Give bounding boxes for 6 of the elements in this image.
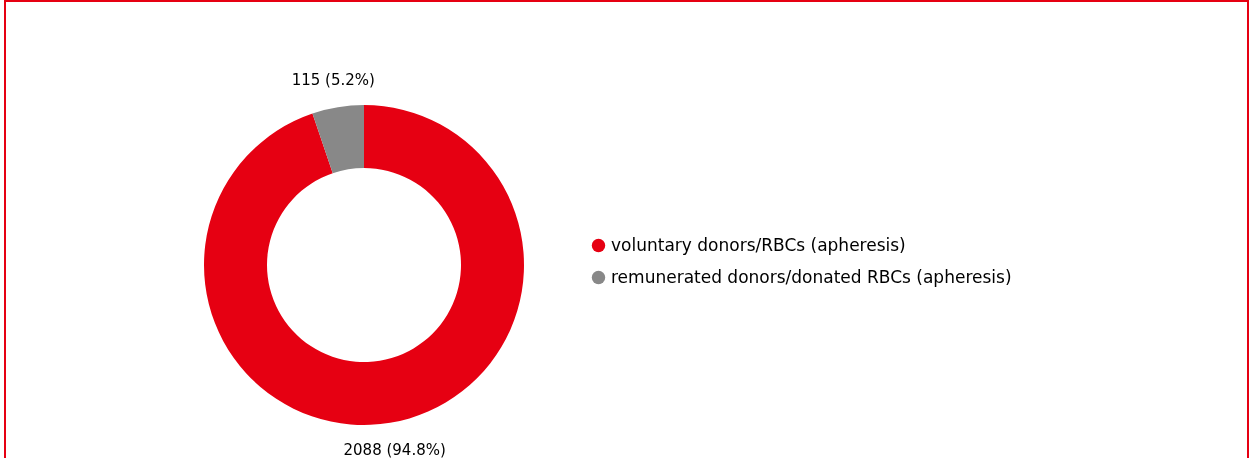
- donut-slice: [204, 105, 524, 425]
- data-label: 115 (5.2%): [291, 70, 375, 89]
- donut-slice: [312, 105, 364, 174]
- data-label: 2088 (94.8%): [343, 441, 446, 458]
- legend-label: remunerated donors/donated RBCs (apheresis): [611, 266, 1012, 287]
- legend-label: voluntary donors/RBCs (apheresis): [611, 234, 906, 255]
